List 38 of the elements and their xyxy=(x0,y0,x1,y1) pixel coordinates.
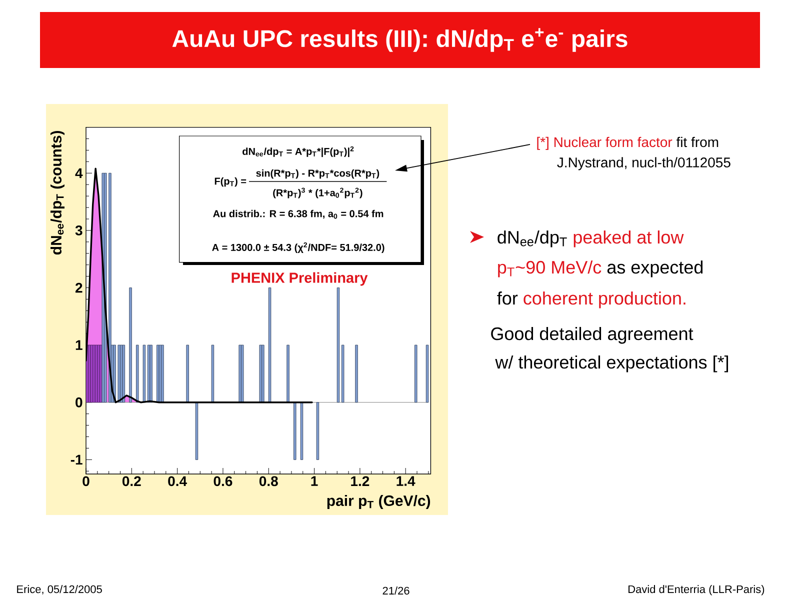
chart-title: AuAu UPC results (III): dN/dp$_{T}$ e$^{+}$e$^{-}$ pairs xyxy=(172,28,628,52)
annotation: Au distrib.: R = 6.38 fm, a$_{0}$ = 0.54 fm xyxy=(213,210,384,219)
text: p$_{T}$~90 MeV/c xyxy=(498,260,602,278)
text: dN$_{ee}$/dp$_{T}$ = A*p$_{T}$*|F(p$_{T}$)|$^{2}$ xyxy=(242,146,354,158)
text: Good detailed agreement xyxy=(491,326,694,344)
text: [*] Nuclear form factor xyxy=(537,136,672,150)
annotation: sin(R*p$_{T}$) - R*p$_{T}$*cos(R*p$_{T}$) xyxy=(256,169,380,179)
y-axis-title: dN$_{ee}$/dp$_{T}$ (counts) xyxy=(50,130,64,254)
x-tick-label: 0.8 xyxy=(259,476,278,486)
x-tick-label: 1.2 xyxy=(351,476,370,486)
text: dN$_{ee}$/dp$_{T}$ xyxy=(498,230,567,248)
text: 21/26 xyxy=(382,586,410,595)
y-tick-label: -1 xyxy=(70,454,82,464)
text: J.Nystrand, nucl-th/0112055 xyxy=(557,157,730,170)
y-tick-label: 4 xyxy=(75,168,83,178)
y-tick-label: 0 xyxy=(76,397,82,408)
text: fit from xyxy=(676,136,718,148)
x-tick-label: 0.4 xyxy=(168,476,187,486)
text: for xyxy=(497,291,518,305)
text: w/ theoretical expectations [*] xyxy=(495,355,728,372)
text: as expected xyxy=(607,260,703,278)
y-tick-label: 3 xyxy=(75,225,82,236)
annotation: A = 1300.0 ± 54.3 (χ$^{2}$/NDF= 51.9/32.0) xyxy=(212,242,384,253)
y-tick-label: 2 xyxy=(76,282,82,293)
x-tick-label: 1.4 xyxy=(396,476,416,486)
text: Erice, 05/12/2005 xyxy=(17,585,102,594)
y-tick-label: 1 xyxy=(76,340,82,350)
annotation: F(p$_{T}$) = xyxy=(214,177,246,187)
text: (R*p$_{T}$)$^{3}$ * (1+a$_{0}$$^{2}$p$_{T}$$^{2}$) xyxy=(273,188,362,198)
text: peaked at low xyxy=(574,230,684,248)
x-tick-label: 1 xyxy=(311,476,318,486)
x-tick-label: 0.6 xyxy=(214,476,232,486)
x-axis-title: pair p$_{T}$ (GeV/c) xyxy=(327,495,430,509)
x-tick-label: 0 xyxy=(82,476,90,486)
text: David d'Enterria (LLR-Paris) xyxy=(628,585,764,596)
text: coherent production. xyxy=(524,291,686,308)
x-tick-label: 0.2 xyxy=(122,476,141,486)
annotation: PHENIX Preliminary xyxy=(232,272,368,286)
